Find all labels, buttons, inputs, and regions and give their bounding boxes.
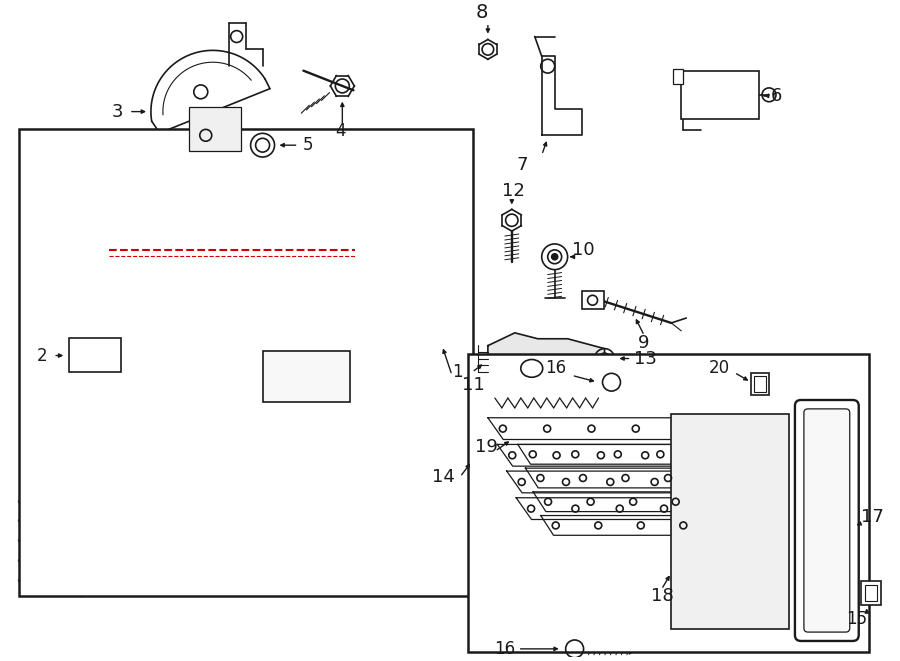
Polygon shape [136, 178, 405, 333]
Bar [671, 414, 789, 629]
Text: 14: 14 [432, 468, 455, 486]
Polygon shape [516, 498, 731, 520]
Text: 2: 2 [36, 346, 47, 365]
Polygon shape [533, 492, 737, 512]
Circle shape [552, 254, 558, 260]
Polygon shape [518, 444, 722, 464]
Bar [263, 350, 350, 402]
Bar [860, 581, 881, 605]
Text: 6: 6 [771, 87, 782, 105]
FancyBboxPatch shape [795, 400, 859, 641]
Polygon shape [498, 444, 712, 466]
Text: 12: 12 [502, 182, 525, 200]
Text: 9: 9 [637, 334, 649, 352]
FancyBboxPatch shape [804, 409, 850, 632]
Text: 3: 3 [112, 102, 123, 120]
Bar [468, 354, 868, 652]
Bar [69, 338, 121, 372]
Text: 18: 18 [652, 586, 674, 605]
Text: 15: 15 [846, 610, 868, 628]
Text: 13: 13 [634, 350, 657, 368]
Text: 7: 7 [516, 156, 527, 174]
Polygon shape [488, 418, 703, 440]
Text: 16: 16 [494, 640, 515, 658]
Bar [681, 71, 759, 118]
Text: 1: 1 [452, 364, 463, 381]
Text: 16: 16 [544, 360, 566, 377]
Bar [752, 373, 769, 395]
Text: 8: 8 [476, 3, 488, 22]
Polygon shape [541, 516, 745, 535]
Text: 5: 5 [302, 136, 313, 154]
Polygon shape [507, 471, 722, 493]
Bar [19, 130, 472, 596]
Polygon shape [526, 468, 730, 488]
Text: 19: 19 [475, 438, 498, 456]
Bar [754, 376, 766, 392]
Text: 20: 20 [709, 360, 730, 377]
Text: 11: 11 [462, 376, 485, 394]
Text: 4: 4 [336, 122, 346, 140]
Polygon shape [488, 333, 605, 398]
Bar [865, 585, 877, 602]
Text: 10: 10 [572, 241, 594, 259]
Bar [189, 106, 240, 151]
Text: 17: 17 [860, 508, 884, 525]
Bar [673, 69, 683, 84]
Bar [581, 292, 604, 309]
